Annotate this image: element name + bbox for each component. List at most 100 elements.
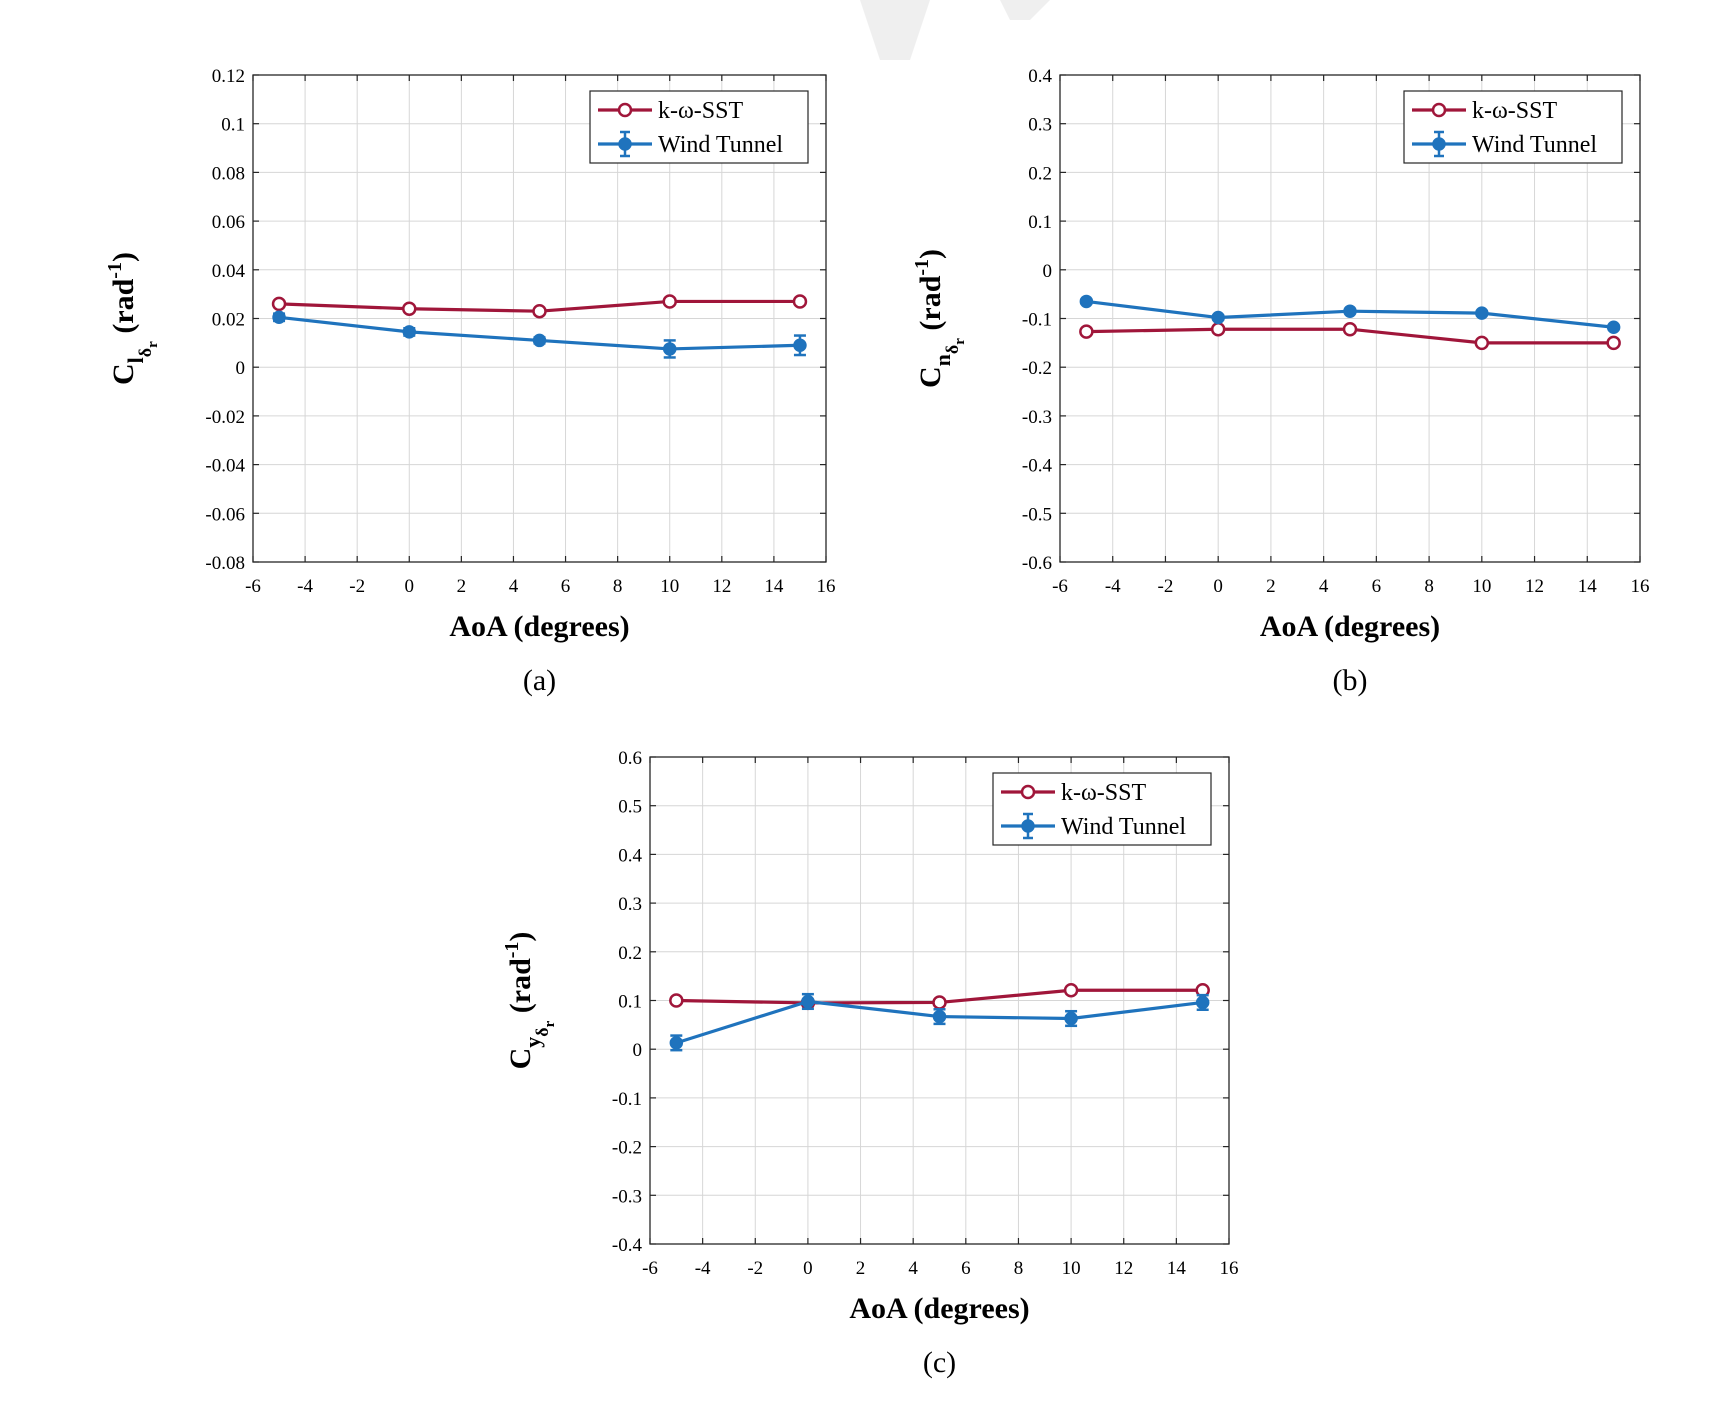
- data-point: [662, 294, 677, 309]
- legend-marker: [618, 137, 632, 151]
- legend-label: Wind Tunnel: [1472, 132, 1597, 158]
- y-tick-label: -0.5: [1022, 504, 1052, 525]
- y-axis-label-unit-exp: -1: [501, 942, 523, 959]
- watermark-stroke: [1000, 0, 1050, 20]
- y-tick-label: -0.4: [612, 1235, 643, 1256]
- data-point: [1210, 321, 1226, 337]
- x-tick-label: -6: [245, 576, 261, 597]
- legend-marker: [617, 102, 633, 118]
- data-point: [801, 994, 815, 1009]
- legend-label: Wind Tunnel: [658, 132, 783, 158]
- y-axis-label-text: Cnδr (rad-1): [911, 249, 968, 388]
- data-point: [669, 1036, 684, 1050]
- legend: k-ω-SST Wind Tunnel: [589, 90, 809, 164]
- y-axis-label-subsub: δ: [532, 1027, 552, 1036]
- x-tick-label: 4: [908, 1258, 918, 1279]
- series-wind-tunnel: [272, 310, 807, 359]
- series-k-omega-sst: [271, 294, 808, 319]
- y-axis-label: Cnδr (rad-1): [911, 249, 968, 388]
- y-tick-label: 0: [633, 1040, 643, 1061]
- x-tick-label: 10: [1062, 1258, 1081, 1279]
- panel-caption: (c): [923, 1346, 956, 1379]
- data-point: [662, 342, 677, 356]
- y-tick-label: -0.2: [1022, 358, 1052, 379]
- x-tick-label: 4: [1319, 576, 1329, 597]
- data-point: [272, 310, 286, 325]
- x-tick-label: 6: [1372, 576, 1382, 597]
- data-point: [1079, 294, 1094, 309]
- y-axis-label-text: Cyδr (rad-1): [501, 932, 558, 1070]
- y-tick-label: -0.6: [1022, 553, 1052, 574]
- x-tick-label: 12: [712, 576, 731, 597]
- x-tick-label: 14: [1167, 1258, 1187, 1279]
- x-tick-label: 10: [660, 576, 679, 597]
- y-tick-label: 0.04: [212, 261, 246, 282]
- legend-label: k-ω-SST: [658, 98, 743, 124]
- data-point: [1606, 320, 1621, 335]
- y-axis-label: Clδr (rad-1): [104, 252, 161, 385]
- y-axis-label-unit-suffix: ): [107, 252, 140, 262]
- y-axis-label-unit-suffix: ): [914, 249, 947, 259]
- y-tick-label: 0.06: [212, 212, 245, 233]
- y-tick-label: 0.2: [618, 943, 642, 964]
- y-tick-label: 0.1: [221, 115, 245, 136]
- y-axis-label-main: C: [504, 1048, 537, 1070]
- y-axis-label-sub: l: [123, 357, 148, 363]
- data-point: [1475, 306, 1489, 320]
- data-point: [532, 303, 547, 319]
- x-tick-label: 0: [405, 576, 415, 597]
- y-tick-label: 0.12: [212, 66, 245, 87]
- legend-label: k-ω-SST: [1061, 780, 1146, 806]
- y-axis-label-unit-prefix: (rad: [504, 958, 537, 1013]
- y-axis-label-space: [107, 334, 140, 342]
- x-tick-label: 10: [1472, 576, 1491, 597]
- data-point: [1606, 335, 1621, 351]
- y-axis-label-text: Clδr (rad-1): [104, 252, 161, 385]
- data-point: [1063, 983, 1079, 998]
- y-tick-label: -0.1: [612, 1089, 642, 1110]
- data-point: [1342, 321, 1358, 337]
- y-tick-label: 0.4: [1028, 66, 1052, 87]
- series-wind-tunnel: [669, 992, 1210, 1052]
- legend-marker: [1021, 819, 1035, 833]
- x-tick-label: 16: [817, 576, 836, 597]
- x-tick-label: 2: [1266, 576, 1276, 597]
- watermark-stroke: [860, 0, 930, 60]
- y-axis-label-space: [914, 331, 947, 339]
- y-tick-label: 0.5: [618, 797, 642, 818]
- y-axis-label-sub: n: [930, 354, 955, 366]
- data-point: [402, 301, 417, 317]
- data-point: [1079, 324, 1094, 339]
- y-tick-label: 0.6: [618, 748, 642, 769]
- legend-marker: [1020, 784, 1036, 800]
- series-k-omega-sst: [1079, 321, 1621, 351]
- legend-marker: [1432, 137, 1446, 151]
- legend-label: k-ω-SST: [1472, 98, 1557, 124]
- y-tick-label: -0.04: [205, 456, 245, 477]
- x-tick-label: -6: [642, 1258, 658, 1279]
- panel-caption: (b): [1333, 664, 1368, 697]
- y-axis-label-subsub: δ: [942, 345, 962, 354]
- y-tick-label: 0.2: [1028, 163, 1052, 184]
- x-tick-label: -4: [1105, 576, 1121, 597]
- y-axis-label-sub: y: [520, 1037, 545, 1048]
- x-tick-label: -4: [297, 576, 313, 597]
- x-tick-label: -2: [747, 1258, 763, 1279]
- x-tick-label: 12: [1525, 576, 1544, 597]
- y-axis-label-subsub: δ: [135, 348, 155, 357]
- x-tick-label: 2: [856, 1258, 866, 1279]
- x-tick-label: 0: [1213, 576, 1223, 597]
- legend-box: [992, 772, 1212, 846]
- y-axis-label-main: C: [914, 366, 947, 388]
- y-axis-label-subsubsub: r: [542, 1020, 558, 1027]
- y-axis-label-unit-suffix: ): [504, 932, 537, 942]
- axes-box: [649, 756, 1230, 1245]
- y-axis-label-subsubsub: r: [145, 341, 161, 348]
- x-tick-label: 8: [1014, 1258, 1024, 1279]
- x-tick-label: 2: [457, 576, 467, 597]
- data-point: [793, 338, 807, 353]
- x-tick-label: 6: [561, 576, 571, 597]
- y-tick-label: 0.1: [618, 992, 642, 1013]
- data-point: [1064, 1011, 1078, 1026]
- x-axis-label: AoA (degrees): [849, 1292, 1029, 1325]
